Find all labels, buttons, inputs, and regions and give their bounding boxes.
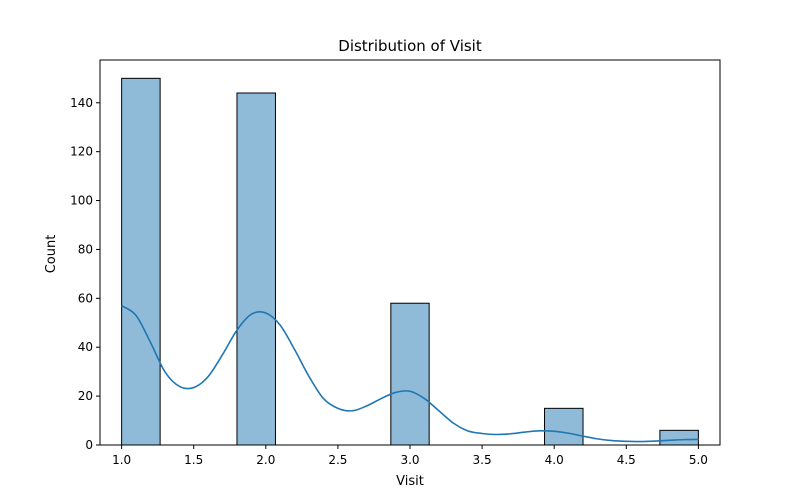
histogram-bar-5 <box>659 429 699 446</box>
y-axis-label: Count <box>44 235 59 274</box>
histogram-bar-4 <box>544 407 584 446</box>
x-tick-label-4: 2.5 <box>328 453 347 467</box>
y-tick-label-5: 80 <box>78 242 93 256</box>
y-tick-label-3: 40 <box>78 340 93 354</box>
y-tick-label-4: 60 <box>78 291 93 305</box>
y-tick-label-7: 120 <box>70 145 93 159</box>
histogram-bar-1 <box>121 77 161 446</box>
y-tick-label-2: 20 <box>78 389 93 403</box>
histogram-bar-3 <box>390 302 430 446</box>
x-tick-label-1: 1.0 <box>112 453 131 467</box>
x-tick-label-7: 4.0 <box>545 453 564 467</box>
kde-layer <box>121 304 699 443</box>
chart-title: Distribution of Visit <box>338 37 482 55</box>
bars-layer <box>121 77 699 446</box>
y-tick-label-1: 0 <box>85 438 93 452</box>
x-tick-label-6: 3.5 <box>473 453 492 467</box>
kde-curve <box>121 304 699 443</box>
x-tick-label-5: 3.0 <box>400 453 419 467</box>
histogram-bar-2 <box>236 92 276 446</box>
x-tick-label-9: 5.0 <box>689 453 708 467</box>
x-tick-label-2: 1.5 <box>184 453 203 467</box>
x-axis-label: Visit <box>396 474 424 489</box>
x-tick-label-3: 2.0 <box>256 453 275 467</box>
y-tick-label-6: 100 <box>70 194 93 208</box>
y-tick-label-8: 140 <box>70 96 93 110</box>
ticks-layer: 1.0 1.5 2.0 2.5 3.0 3.5 4.0 4.5 5.0 0 20 40 60 80 100 1… <box>70 96 708 467</box>
x-tick-label-8: 4.5 <box>617 453 636 467</box>
